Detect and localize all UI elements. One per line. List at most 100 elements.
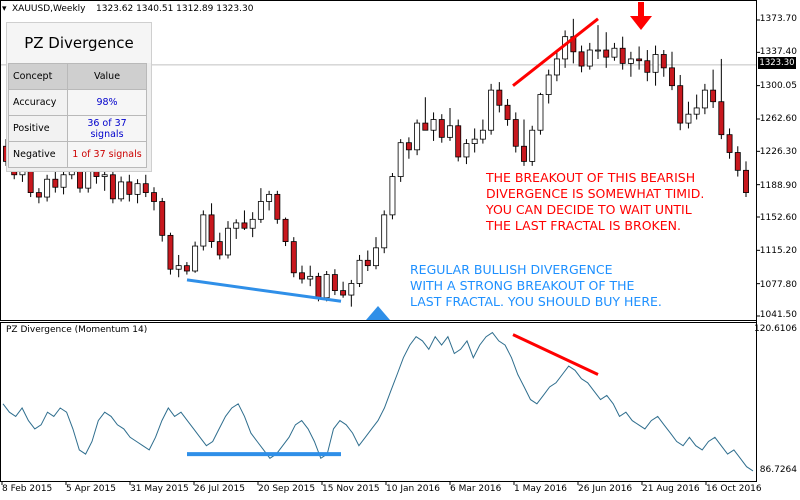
time-tick: 15 Nov 2015 <box>322 484 380 494</box>
candle <box>142 183 149 193</box>
candle <box>233 222 240 229</box>
candle <box>323 274 330 299</box>
candle <box>208 214 215 242</box>
ohlc-values: 1323.62 1340.51 1312.89 1323.30 <box>96 4 254 14</box>
indicator-tick-bottom: 86.7264 <box>759 465 797 475</box>
candle <box>167 234 174 270</box>
candle <box>85 170 92 189</box>
candle <box>266 193 273 202</box>
candle <box>586 49 593 67</box>
sell-arrow-icon <box>630 2 652 30</box>
candle <box>430 119 437 131</box>
candle <box>373 247 379 267</box>
candle <box>414 122 421 151</box>
row-negative-value: 1 of 37 signals <box>67 141 147 168</box>
candle <box>340 290 347 296</box>
candle <box>710 89 717 103</box>
candle <box>488 89 495 131</box>
bearish-divergence-price-line <box>512 17 599 87</box>
time-tick: 20 Sep 2015 <box>258 484 316 494</box>
candle <box>151 192 157 202</box>
candle <box>241 222 248 229</box>
candle <box>447 125 453 138</box>
time-tick: 26 Jun 2016 <box>578 484 633 494</box>
candle <box>529 129 536 162</box>
candle <box>611 47 618 58</box>
candle <box>52 178 59 188</box>
candle <box>455 125 462 158</box>
price-tick: 1300.05 <box>759 81 797 91</box>
candle <box>479 129 486 140</box>
momentum-line <box>2 331 754 472</box>
bullish-divergence-price-line <box>186 278 342 303</box>
candle <box>126 181 133 195</box>
price-tick: 1041.50 <box>759 310 797 320</box>
candle <box>422 122 429 131</box>
row-positive-value: 36 of 37 signals <box>67 115 147 142</box>
candle <box>315 275 322 299</box>
current-price-label: 1323.30 <box>758 57 796 69</box>
candle <box>619 47 626 64</box>
symbol-title: XAUUSD,Weekly <box>12 4 86 14</box>
time-tick: 1 May 2016 <box>514 484 567 494</box>
candle <box>225 227 231 256</box>
time-tick: 16 Oct 2016 <box>706 484 762 494</box>
candle <box>175 265 182 270</box>
candle <box>644 60 651 73</box>
indicator-tick-top: 120.6106 <box>754 324 797 334</box>
candle <box>471 138 478 144</box>
candle <box>257 201 264 220</box>
candle <box>553 58 560 76</box>
candle <box>734 152 741 171</box>
candle <box>183 265 190 272</box>
price-tick: 1226.30 <box>759 147 797 157</box>
row-accuracy-label: Accuracy <box>8 89 68 116</box>
candle <box>331 274 338 292</box>
candle <box>397 142 404 177</box>
symbol-icon: ▾ <box>2 4 7 14</box>
divergence-info-panel: PZ Divergence Concept Value Accuracy 98%… <box>6 22 152 172</box>
candle <box>35 192 42 198</box>
bearish-annotation: THE BREAKOUT OF THIS BEARISH DIVERGENCE … <box>486 170 705 233</box>
candle <box>348 283 355 296</box>
candle <box>118 181 125 200</box>
price-tick: 1337.40 <box>759 47 797 57</box>
time-tick: 5 Apr 2015 <box>66 484 116 494</box>
candle <box>726 134 733 153</box>
bullish-annotation: REGULAR BULLISH DIVERGENCE WITH A STRONG… <box>410 262 662 309</box>
stats-table: Concept Value Accuracy 98% Positive 36 o… <box>8 63 147 168</box>
candle <box>274 193 281 220</box>
candle <box>159 201 166 236</box>
candle <box>282 218 289 242</box>
candle <box>77 169 83 189</box>
price-tick: 1373.70 <box>759 14 797 24</box>
row-positive-label: Positive <box>8 115 68 142</box>
candle <box>660 54 667 69</box>
candle <box>192 245 199 272</box>
candle <box>389 176 396 216</box>
candle <box>216 241 223 256</box>
candle <box>405 142 412 151</box>
candle <box>521 145 527 162</box>
candle <box>669 67 675 87</box>
candle <box>743 169 749 193</box>
time-tick: 6 Mar 2016 <box>450 484 502 494</box>
candle <box>109 174 116 200</box>
candle <box>134 183 141 195</box>
time-tick: 10 Jan 2016 <box>386 484 440 494</box>
indicator-pane-frame <box>0 322 757 482</box>
table-row: Positive 36 of 37 signals <box>8 115 147 142</box>
price-tick: 1262.60 <box>759 114 797 124</box>
candle <box>693 107 700 115</box>
candle <box>290 241 297 274</box>
candle <box>545 74 552 95</box>
candle <box>44 178 51 198</box>
candle <box>627 58 634 64</box>
candle <box>364 259 371 267</box>
candle <box>685 113 692 124</box>
candle <box>463 143 470 158</box>
candle <box>595 49 601 52</box>
candle <box>636 58 643 62</box>
bearish-divergence-indicator-line <box>512 333 599 376</box>
